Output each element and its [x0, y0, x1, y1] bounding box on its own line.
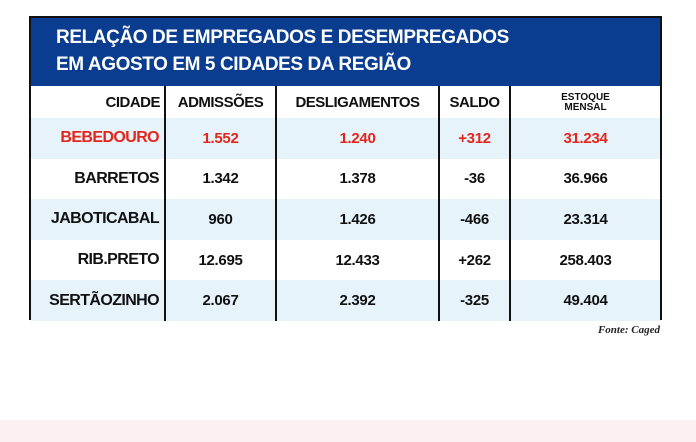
cell-estoque: 23.314 — [510, 199, 660, 240]
header-estoque-line-1: ESTOQUE — [561, 92, 610, 103]
header-estoque-mensal: ESTOQUE MENSAL — [510, 86, 660, 118]
cell-admissoes: 960 — [165, 199, 277, 240]
cell-admissoes: 1.342 — [165, 158, 277, 200]
source-credit: Fonte: Caged — [597, 324, 660, 336]
cell-admissoes: 12.695 — [165, 239, 277, 281]
table-title: RELAÇÃO DE EMPREGADOS E DESEMPREGADOS EM… — [31, 18, 660, 86]
cell-saldo: -36 — [439, 158, 511, 200]
cell-desligamentos: 2.392 — [276, 280, 440, 321]
cell-admissoes: 2.067 — [165, 280, 277, 321]
bottom-band — [0, 420, 696, 442]
title-line-1: RELAÇÃO DE EMPREGADOS E DESEMPREGADOS — [56, 27, 509, 48]
cell-cidade: SERTÃOZINHO — [31, 280, 166, 321]
cell-saldo: -466 — [439, 199, 511, 240]
title-line-2: EM AGOSTO EM 5 CIDADES DA REGIÃO — [56, 54, 411, 75]
cell-saldo: -325 — [439, 280, 511, 321]
cell-cidade: RIB.PRETO — [31, 239, 166, 281]
header-row: CIDADE ADMISSÕES DESLIGAMENTOS SALDO EST… — [31, 86, 660, 118]
header-admissoes: ADMISSÕES — [165, 86, 277, 118]
cell-cidade: JABOTICABAL — [31, 199, 166, 240]
cell-cidade: BARRETOS — [31, 158, 166, 200]
employment-table: CIDADE ADMISSÕES DESLIGAMENTOS SALDO EST… — [31, 86, 660, 321]
header-estoque-line-2: MENSAL — [564, 102, 607, 113]
cell-saldo: +262 — [439, 239, 511, 281]
cell-estoque: 258.403 — [559, 251, 612, 269]
cell-desligamentos: 1.240 — [276, 118, 440, 159]
table-row-jaboticabal: JABOTICABAL 960 1.426 -466 23.314 — [31, 199, 660, 240]
cell-estoque: 49.404 — [510, 280, 660, 321]
cell-saldo: +312 — [439, 118, 511, 159]
header-desligamentos: DESLIGAMENTOS — [276, 86, 440, 118]
cell-desligamentos: 1.378 — [276, 158, 440, 200]
employment-table-frame: RELAÇÃO DE EMPREGADOS E DESEMPREGADOS EM… — [29, 16, 662, 321]
header-cidade: CIDADE — [31, 86, 166, 118]
cell-desligamentos: 1.426 — [276, 199, 440, 240]
header-saldo: SALDO — [439, 86, 511, 118]
table-row-bebedouro: BEBEDOURO 1.552 1.240 +312 31.234 — [31, 118, 660, 159]
table-row-rib-preto: RIB.PRETO 12.695 12.433 +262 258.403 — [31, 239, 660, 281]
cell-admissoes: 1.552 — [165, 118, 277, 159]
cell-estoque: 31.234 — [510, 118, 660, 159]
cell-cidade: BEBEDOURO — [31, 118, 166, 159]
table-row-barretos: BARRETOS 1.342 1.378 -36 36.966 — [31, 158, 660, 200]
cell-desligamentos: 12.433 — [276, 239, 440, 281]
cell-estoque: 36.966 — [563, 170, 608, 188]
table-row-sertaozinho: SERTÃOZINHO 2.067 2.392 -325 49.404 — [31, 280, 660, 321]
